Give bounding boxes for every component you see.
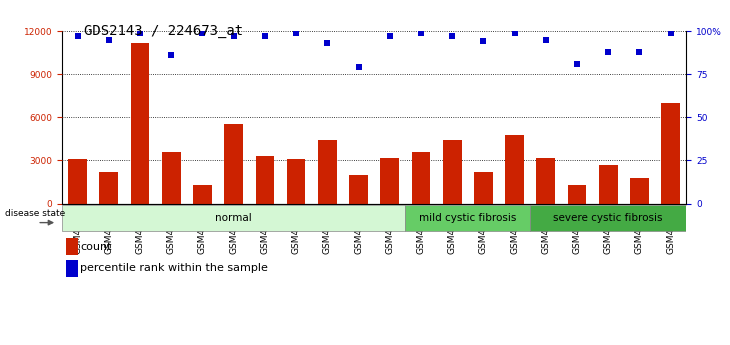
Bar [287,159,305,204]
Point [602,49,614,55]
Bar [599,165,618,204]
Bar [537,158,555,204]
Point [291,30,302,36]
Text: disease state: disease state [5,209,65,218]
Text: mild cystic fibrosis: mild cystic fibrosis [419,213,516,223]
Point [353,65,364,70]
Point [384,33,396,39]
Point [540,37,552,42]
Point [166,52,177,58]
Bar [66,238,78,255]
Point [259,33,271,39]
Point [665,30,677,36]
Bar [443,140,461,204]
Bar [405,205,530,231]
Bar [530,205,686,231]
Point [103,37,115,42]
Point [509,30,520,36]
Bar [318,140,337,204]
Point [415,30,427,36]
Text: count: count [80,241,112,252]
Text: percentile rank within the sample: percentile rank within the sample [80,263,268,273]
Point [477,39,489,44]
Bar [349,175,368,204]
Point [228,33,239,39]
Bar [412,152,430,204]
Bar [505,135,524,204]
Bar [661,103,680,204]
Bar [630,178,649,204]
Point [321,40,333,46]
Bar [99,172,118,204]
Bar [255,156,274,204]
Bar [66,260,78,277]
Point [446,33,458,39]
Point [634,49,645,55]
Point [196,30,208,36]
Bar [131,42,150,204]
Bar [69,159,87,204]
Text: GDS2143 / 224673_at: GDS2143 / 224673_at [84,24,243,38]
Bar [162,152,180,204]
Bar [568,185,586,204]
Point [134,30,146,36]
Bar [62,205,405,231]
Bar [474,172,493,204]
Text: normal: normal [215,213,252,223]
Bar [380,158,399,204]
Text: severe cystic fibrosis: severe cystic fibrosis [553,213,663,223]
Point [72,33,83,39]
Bar [193,185,212,204]
Point [571,61,583,67]
Bar [224,125,243,204]
